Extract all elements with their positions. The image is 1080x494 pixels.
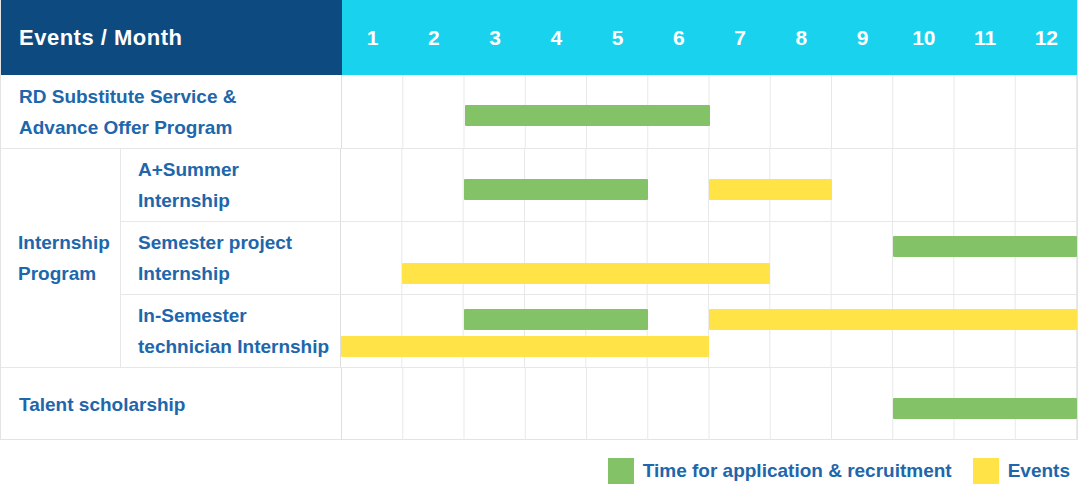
sub-row-label-text: A+Summer <box>138 154 340 185</box>
month-tick-2: 2 <box>403 0 464 75</box>
gantt-group: InternshipProgramA+SummerInternshipSemes… <box>1 148 1077 367</box>
month-tick-11: 11 <box>955 0 1016 75</box>
legend: Time for application & recruitment Events <box>608 458 1070 484</box>
table-header-row: Events / Month 123456789101112 <box>1 0 1077 75</box>
group-label-text: Program <box>18 258 120 289</box>
month-tick-1: 1 <box>342 0 403 75</box>
legend-item: Events <box>973 458 1070 484</box>
sub-row-label: A+SummerInternship <box>121 149 341 221</box>
gantt-row: RD Substitute Service &Advance Offer Pro… <box>1 75 1077 148</box>
row-label: Talent scholarship <box>1 368 342 440</box>
gantt-row: Talent scholarship <box>1 367 1077 440</box>
sub-row-label: In-Semestertechnician Internship <box>121 295 341 367</box>
legend-label: Events <box>1008 460 1070 482</box>
row-label-text: Advance Offer Program <box>19 112 341 143</box>
month-tick-12: 12 <box>1016 0 1077 75</box>
month-tick-3: 3 <box>465 0 526 75</box>
month-tick-6: 6 <box>648 0 709 75</box>
sub-row-label-text: Internship <box>138 258 340 289</box>
gantt-chart-page: Events / Month 123456789101112 RD Substi… <box>0 0 1080 494</box>
sub-row-label: Semester projectInternship <box>121 222 341 294</box>
gantt-bar-yellow <box>341 336 709 357</box>
gantt-bar-green <box>893 398 1077 419</box>
row-label-text: Talent scholarship <box>19 389 341 420</box>
gantt-table: Events / Month 123456789101112 RD Substi… <box>0 0 1078 440</box>
row-label-text: RD Substitute Service & <box>19 81 341 112</box>
gantt-bar-yellow <box>709 179 832 200</box>
gantt-bar-yellow <box>402 263 770 284</box>
month-tick-9: 9 <box>832 0 893 75</box>
sub-row-timeline <box>341 149 1077 221</box>
row-timeline <box>342 368 1077 440</box>
gantt-sub-row: A+SummerInternship <box>121 149 1077 221</box>
row-timeline <box>342 75 1077 148</box>
legend-label: Time for application & recruitment <box>643 460 952 482</box>
gantt-bar-green <box>464 309 648 330</box>
month-tick-4: 4 <box>526 0 587 75</box>
sub-row-label-text: technician Internship <box>138 331 340 362</box>
events-month-header: Events / Month <box>1 0 342 75</box>
gantt-sub-row: In-Semestertechnician Internship <box>121 294 1077 367</box>
month-tick-8: 8 <box>771 0 832 75</box>
legend-swatch-green <box>608 458 634 484</box>
group-sub-rows: A+SummerInternshipSemester projectIntern… <box>121 149 1077 367</box>
sub-row-label-text: Semester project <box>138 227 340 258</box>
group-label-text: Internship <box>18 227 120 258</box>
legend-item: Time for application & recruitment <box>608 458 952 484</box>
month-axis: 123456789101112 <box>342 0 1077 75</box>
month-tick-5: 5 <box>587 0 648 75</box>
month-tick-7: 7 <box>710 0 771 75</box>
sub-row-timeline <box>341 222 1077 294</box>
gantt-bar-yellow <box>709 309 1077 330</box>
sub-row-timeline <box>341 295 1077 367</box>
group-label: InternshipProgram <box>1 149 121 367</box>
gantt-sub-row: Semester projectInternship <box>121 221 1077 294</box>
sub-row-label-text: Internship <box>138 185 340 216</box>
chart-body: RD Substitute Service &Advance Offer Pro… <box>1 75 1077 440</box>
row-label: RD Substitute Service &Advance Offer Pro… <box>1 75 342 148</box>
month-tick-10: 10 <box>893 0 954 75</box>
gantt-bar-green <box>893 236 1077 257</box>
sub-row-label-text: In-Semester <box>138 300 340 331</box>
legend-swatch-yellow <box>973 458 999 484</box>
gantt-bar-green <box>465 105 710 126</box>
gantt-bar-green <box>464 179 648 200</box>
